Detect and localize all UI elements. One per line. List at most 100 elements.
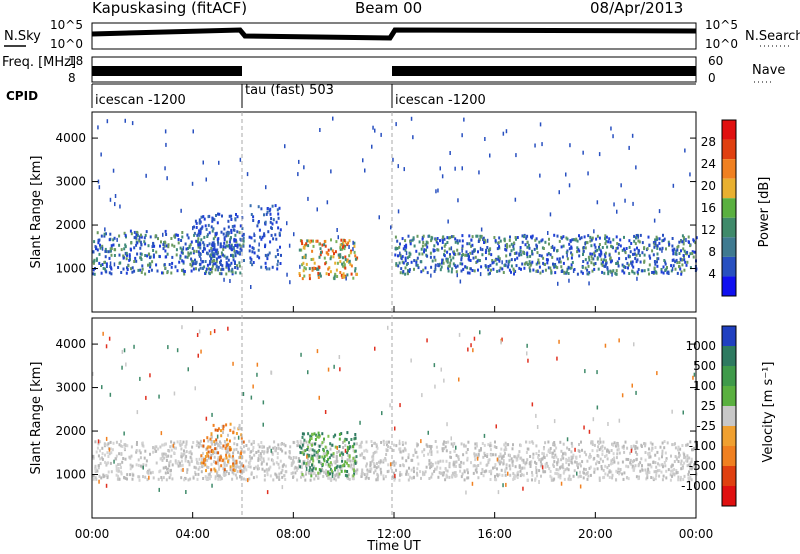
data-cell <box>691 448 693 452</box>
scatter-cell <box>637 234 639 239</box>
data-cell <box>675 249 678 253</box>
scatter-cell <box>352 240 354 245</box>
data-cell <box>508 268 511 272</box>
data-cell <box>479 448 482 452</box>
data-cell <box>535 444 538 448</box>
data-cell <box>353 463 355 467</box>
data-cell <box>214 428 217 432</box>
data-cell <box>212 423 215 427</box>
data-cell <box>504 445 507 449</box>
data-cell <box>262 445 265 449</box>
data-cell <box>332 473 335 477</box>
data-cell <box>333 275 336 279</box>
data-cell <box>667 468 670 472</box>
data-cell <box>307 244 310 248</box>
data-cell <box>369 464 372 468</box>
data-cell <box>471 243 474 247</box>
data-cell <box>534 477 537 481</box>
data-cell <box>637 268 640 271</box>
scatter-cell <box>378 215 380 220</box>
data-cell <box>347 464 350 468</box>
data-cell <box>375 462 378 465</box>
nsky-left-tick-top: 10^5 <box>50 18 83 32</box>
data-cell <box>375 450 378 454</box>
data-cell <box>548 242 550 246</box>
data-cell <box>655 474 658 477</box>
data-cell <box>177 238 180 241</box>
data-cell <box>617 261 619 265</box>
data-cell <box>634 257 637 260</box>
scatter-cell <box>101 385 103 390</box>
data-cell <box>473 269 476 273</box>
data-cell <box>373 450 376 454</box>
data-cell <box>380 470 383 474</box>
data-cell <box>449 261 452 265</box>
scatter-cell <box>185 490 187 494</box>
data-cell <box>181 248 184 252</box>
scatter-cell <box>446 422 448 427</box>
data-cell <box>482 455 485 459</box>
data-cell <box>544 463 547 467</box>
data-cell <box>445 257 448 261</box>
data-cell <box>208 472 211 476</box>
data-cell <box>104 453 106 457</box>
data-cell <box>559 260 562 264</box>
cpid-label: CPID <box>6 89 38 103</box>
data-cell <box>608 475 611 479</box>
data-cell <box>519 249 522 253</box>
data-cell <box>188 245 191 249</box>
data-cell <box>493 466 496 469</box>
data-cell <box>346 259 348 263</box>
data-cell <box>450 474 453 478</box>
data-cell <box>165 233 168 236</box>
data-cell <box>197 467 200 471</box>
data-cell <box>626 261 629 265</box>
data-cell <box>518 253 521 257</box>
data-cell <box>545 453 548 457</box>
data-cell <box>139 451 142 455</box>
data-cell <box>682 242 685 246</box>
data-cell <box>401 255 404 259</box>
data-cell <box>507 262 510 266</box>
data-cell <box>429 449 432 453</box>
data-cell <box>214 469 217 473</box>
data-cell <box>492 466 494 470</box>
data-cell <box>210 468 213 472</box>
data-cell <box>502 271 505 274</box>
data-cell <box>97 464 100 468</box>
data-cell <box>487 249 490 252</box>
data-cell <box>313 464 316 468</box>
data-cell <box>688 456 691 460</box>
data-cell <box>316 450 319 454</box>
data-cell <box>227 233 229 237</box>
data-cell <box>504 470 507 474</box>
data-cell <box>152 476 155 480</box>
data-cell <box>316 267 319 271</box>
scatter-cell <box>458 377 460 382</box>
data-cell <box>638 253 641 257</box>
data-cell <box>566 467 569 471</box>
scatter-cell <box>192 226 194 231</box>
scatter-cell <box>447 219 449 224</box>
data-cell <box>560 236 563 240</box>
data-cell <box>434 440 437 443</box>
data-cell <box>468 242 471 246</box>
data-cell <box>117 463 120 466</box>
data-cell <box>318 255 321 259</box>
data-cell <box>402 270 405 273</box>
data-cell <box>433 269 436 273</box>
data-cell <box>232 468 235 472</box>
data-cell <box>521 458 523 462</box>
data-cell <box>481 248 484 252</box>
data-cell <box>549 449 552 453</box>
data-cell <box>675 457 678 461</box>
data-cell <box>124 243 127 247</box>
data-cell <box>656 246 659 250</box>
data-cell <box>190 264 193 268</box>
data-cell <box>591 269 594 273</box>
data-cell <box>582 470 584 474</box>
data-cell <box>267 468 270 472</box>
data-cell <box>340 432 343 436</box>
data-cell <box>604 455 606 458</box>
data-cell <box>445 259 448 263</box>
